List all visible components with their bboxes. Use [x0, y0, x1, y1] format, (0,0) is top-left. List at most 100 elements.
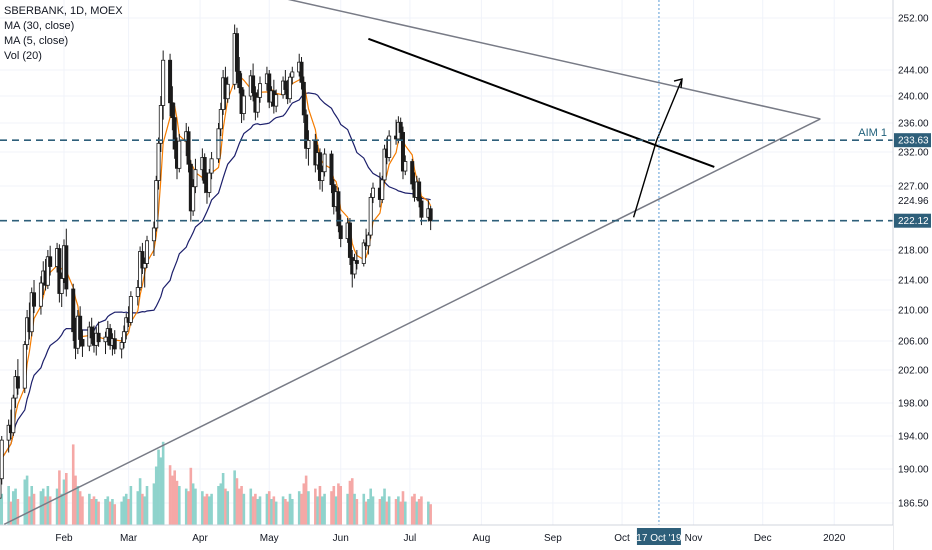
volume-legend[interactable]: Vol (20) — [4, 50, 42, 62]
candle[interactable] — [202, 153, 207, 194]
candle[interactable] — [329, 150, 334, 194]
candle[interactable] — [161, 50, 166, 120]
price-marker-bg — [894, 193, 931, 208]
candle[interactable] — [172, 102, 177, 159]
candle[interactable] — [371, 182, 376, 204]
candle[interactable] — [119, 337, 124, 359]
candle[interactable] — [138, 246, 143, 291]
candle[interactable] — [45, 250, 50, 289]
candle[interactable] — [103, 331, 108, 355]
candle[interactable] — [241, 89, 246, 121]
candle[interactable] — [156, 137, 161, 190]
candle[interactable] — [177, 133, 182, 173]
candle[interactable] — [59, 272, 64, 308]
candle[interactable] — [237, 57, 242, 94]
candle[interactable] — [301, 76, 306, 124]
candle[interactable] — [128, 291, 133, 326]
candle[interactable] — [64, 228, 69, 297]
upper-triangle-line[interactable] — [198, 0, 821, 120]
candle[interactable] — [299, 57, 304, 90]
candle[interactable] — [320, 165, 325, 192]
candle[interactable] — [338, 214, 343, 248]
candle[interactable] — [48, 245, 53, 276]
candle[interactable] — [322, 148, 327, 177]
candle[interactable] — [0, 436, 4, 485]
candle[interactable] — [382, 144, 387, 184]
candle[interactable] — [71, 283, 76, 341]
candle[interactable] — [154, 175, 159, 232]
candle[interactable] — [258, 76, 263, 103]
candle[interactable] — [108, 323, 113, 350]
candle[interactable] — [170, 86, 175, 131]
candle[interactable] — [387, 130, 392, 162]
candle[interactable] — [140, 242, 145, 274]
candle[interactable] — [135, 280, 140, 306]
volume-bar — [288, 493, 292, 525]
candle[interactable] — [29, 287, 34, 337]
candle[interactable] — [112, 330, 117, 355]
candle[interactable] — [216, 123, 221, 163]
ma30-legend[interactable]: MA (30, close) — [4, 20, 75, 32]
candle[interactable] — [15, 359, 20, 395]
candle[interactable] — [186, 126, 191, 173]
candle[interactable] — [78, 306, 83, 347]
candle[interactable] — [191, 179, 196, 216]
candle[interactable] — [218, 102, 223, 137]
candle[interactable] — [306, 130, 311, 166]
inner-resistance-line[interactable] — [368, 37, 715, 168]
candle[interactable] — [145, 235, 150, 268]
ma5-legend[interactable]: MA (5, close) — [4, 35, 69, 47]
candle[interactable] — [209, 152, 214, 180]
candle-body — [320, 171, 325, 181]
candle[interactable] — [352, 253, 357, 279]
candle[interactable] — [255, 89, 260, 118]
candle[interactable] — [168, 53, 173, 117]
candle[interactable] — [11, 394, 16, 436]
candle[interactable] — [124, 313, 129, 340]
candle[interactable] — [6, 419, 11, 453]
candle[interactable] — [89, 317, 94, 344]
candle[interactable] — [304, 109, 309, 159]
candle[interactable] — [121, 325, 126, 349]
candle[interactable] — [410, 158, 415, 190]
candle[interactable] — [225, 76, 230, 103]
candle[interactable] — [251, 63, 256, 102]
candle[interactable] — [366, 232, 371, 255]
lower-triangle-line[interactable] — [3, 118, 821, 526]
candle[interactable] — [403, 155, 408, 176]
candle[interactable] — [336, 187, 341, 233]
candle[interactable] — [380, 175, 385, 204]
candle[interactable] — [207, 169, 212, 198]
candle[interactable] — [22, 341, 27, 394]
candle[interactable] — [0, 473, 2, 506]
candle[interactable] — [317, 148, 322, 190]
time-axis[interactable]: Feb Mar Apr May Jun Jul Aug Sep Oct Nov Dec 2020 17 … — [0, 524, 893, 550]
candle[interactable] — [96, 321, 101, 347]
candle[interactable] — [287, 73, 292, 103]
candle[interactable] — [57, 244, 62, 303]
candle[interactable] — [80, 329, 85, 357]
candle[interactable] — [368, 193, 373, 239]
candle[interactable] — [400, 126, 405, 180]
candle[interactable] — [267, 70, 272, 109]
candle[interactable] — [193, 158, 198, 194]
candle[interactable] — [158, 96, 163, 152]
candle[interactable] — [234, 27, 239, 83]
candle[interactable] — [354, 250, 359, 270]
candle[interactable] — [283, 70, 288, 95]
projection-arrow[interactable] — [632, 78, 683, 218]
candle[interactable] — [417, 177, 422, 208]
candle[interactable] — [142, 257, 147, 288]
price-axis[interactable]: 186.50 190.00 194.00 198.00 202.00 206.00 210.… — [892, 0, 932, 550]
candle[interactable] — [361, 239, 366, 267]
candle[interactable] — [428, 205, 433, 231]
candle[interactable] — [32, 280, 37, 314]
candle[interactable] — [398, 117, 403, 141]
candle[interactable] — [274, 89, 279, 113]
candle[interactable] — [290, 66, 295, 85]
candle[interactable] — [151, 221, 156, 256]
symbol-title[interactable]: SBERBANK, 1D, MOEX — [4, 5, 123, 17]
candle[interactable] — [347, 218, 352, 265]
candle[interactable] — [38, 276, 43, 315]
